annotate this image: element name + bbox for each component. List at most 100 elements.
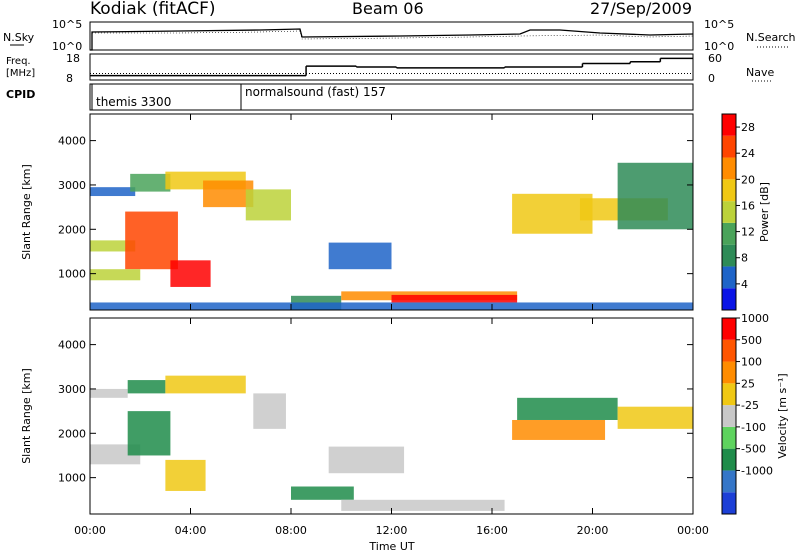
colorbar-tick-label: 16	[741, 199, 755, 212]
colorbar-segment	[722, 179, 736, 202]
noise-left-tick-top: 10^5	[52, 18, 82, 31]
heatmap-region	[512, 193, 593, 234]
heatmap-region	[291, 486, 354, 500]
colorbar-segment	[722, 383, 736, 406]
heatmap-region	[617, 162, 693, 230]
heatmap-region	[165, 375, 246, 394]
colorbar-tick-label: -500	[741, 443, 766, 456]
colorbar-segment	[722, 470, 736, 493]
n-sky-label: N.Sky	[3, 31, 35, 44]
heatmap-region	[127, 380, 166, 394]
date-title: 27/Sep/2009	[590, 0, 692, 18]
x-tick-label: 12:00	[376, 524, 408, 537]
heatmap-region	[127, 411, 171, 456]
x-tick-label: 08:00	[275, 524, 307, 537]
colorbar-segment	[722, 157, 736, 180]
x-tick-label: 16:00	[476, 524, 508, 537]
station-title: Kodiak (fitACF)	[90, 0, 216, 19]
colorbar-tick-label: 8	[741, 252, 748, 265]
velocity-ylabel: Slant Range [km]	[20, 368, 33, 464]
x-tick-label: 20:00	[577, 524, 609, 537]
colorbar-segment	[722, 288, 736, 310]
colorbar-segment	[722, 266, 736, 289]
freq-right-tick-top: 60	[708, 52, 722, 65]
freq-left-tick-top: 18	[66, 52, 80, 65]
noise-panel: N.Sky 10^5 10^0 10^5 10^0 N.Search	[3, 18, 796, 53]
x-tick-label: 00:00	[677, 524, 709, 537]
y-tick-label: 2000	[58, 427, 86, 440]
colorbar-tick-label: 500	[741, 334, 762, 347]
noise-left-tick-bottom: 10^0	[52, 40, 82, 53]
heatmap-region	[165, 459, 206, 491]
heatmap-region	[90, 269, 141, 281]
heatmap-region	[341, 499, 505, 511]
y-tick-label: 4000	[58, 135, 86, 148]
colorbar-tick-label: 28	[741, 121, 755, 134]
freq-label-1: Freq.	[6, 56, 31, 67]
y-tick-label: 1000	[58, 472, 86, 485]
heatmap-region	[328, 446, 405, 474]
noise-right-tick-top: 10^5	[704, 18, 734, 31]
colorbar-tick-label: 100	[741, 356, 762, 369]
cpid-program-1: themis 3300	[96, 95, 171, 109]
velocity-colorbar: 1000 500 100 25 -25 -100 -500 -1000	[721, 312, 773, 515]
colorbar-segment	[722, 405, 736, 427]
freq-label-2: [MHz]	[6, 68, 35, 79]
power-ylabel: Slant Range [km]	[20, 164, 33, 260]
heatmap-region	[90, 388, 128, 398]
freq-left-tick-bottom: 8	[66, 72, 73, 85]
colorbar-tick-label: -100	[741, 421, 766, 434]
colorbar-segment	[722, 222, 736, 245]
n-search-label: N.Search	[746, 31, 796, 44]
colorbar-tick-label: 24	[741, 147, 755, 160]
colorbar-tick-label: 4	[741, 278, 748, 291]
heatmap-region	[391, 294, 518, 303]
heatmap-region	[617, 406, 693, 429]
colorbar-segment	[722, 135, 736, 158]
colorbar-segment	[722, 339, 736, 362]
colorbar-segment	[722, 318, 736, 340]
colorbar-segment	[722, 244, 736, 267]
colorbar-tick-label: 20	[741, 173, 755, 186]
noise-right-tick-bottom: 10^0	[704, 40, 734, 53]
heatmap-region	[512, 419, 606, 440]
colorbar-frame	[721, 113, 737, 311]
heatmap-region	[125, 211, 178, 270]
heatmap-region	[253, 393, 286, 429]
colorbar-segment	[722, 361, 736, 384]
noise-search-line	[92, 30, 694, 40]
velocity-panel: 1000 2000 3000 4000 Slant Range [km] 1000 50…	[20, 114, 789, 553]
noise-sky-line	[90, 28, 694, 51]
heatmap-region	[90, 240, 136, 252]
frequency-panel: Freq. [MHz] 18 8 60 0 Nave	[6, 52, 774, 85]
colorbar-tick-label: -1000	[741, 464, 773, 477]
y-tick-label: 3000	[58, 179, 86, 192]
colorbar-segment	[722, 114, 736, 136]
y-tick-label: 3000	[58, 383, 86, 396]
colorbar-tick-label: -25	[741, 399, 759, 412]
velocity-colorbar-label: Velocity [m s⁻¹]	[776, 373, 789, 458]
x-axis-label: Time UT	[368, 540, 414, 553]
heatmap-region	[203, 180, 254, 208]
colorbar-segment	[722, 426, 736, 449]
colorbar-tick-label: 12	[741, 226, 755, 239]
colorbar-segment	[722, 201, 736, 223]
colorbar-segment	[722, 492, 736, 514]
nave-label: Nave	[746, 66, 774, 79]
power-panel: 1000 2000 3000 4000 Slant Range [km] 4 8 12 16…	[20, 113, 771, 311]
y-tick-label: 1000	[58, 268, 86, 281]
colorbar-segment	[722, 448, 736, 471]
x-tick-label: 04:00	[175, 524, 207, 537]
heatmap-region	[517, 397, 618, 420]
cpid-label: CPID	[6, 88, 35, 101]
power-colorbar: 4 8 12 16 20 24 28	[721, 113, 755, 311]
freq-right-tick-bottom: 0	[708, 72, 715, 85]
heatmap-region	[245, 189, 291, 221]
heatmap-region	[130, 173, 171, 192]
y-tick-label: 4000	[58, 339, 86, 352]
nave-steps	[90, 57, 693, 77]
x-tick-label: 00:00	[74, 524, 106, 537]
cpid-panel: CPID themis 3300 normalsound (fast) 157	[6, 83, 694, 111]
cpid-program-2: normalsound (fast) 157	[245, 85, 386, 99]
